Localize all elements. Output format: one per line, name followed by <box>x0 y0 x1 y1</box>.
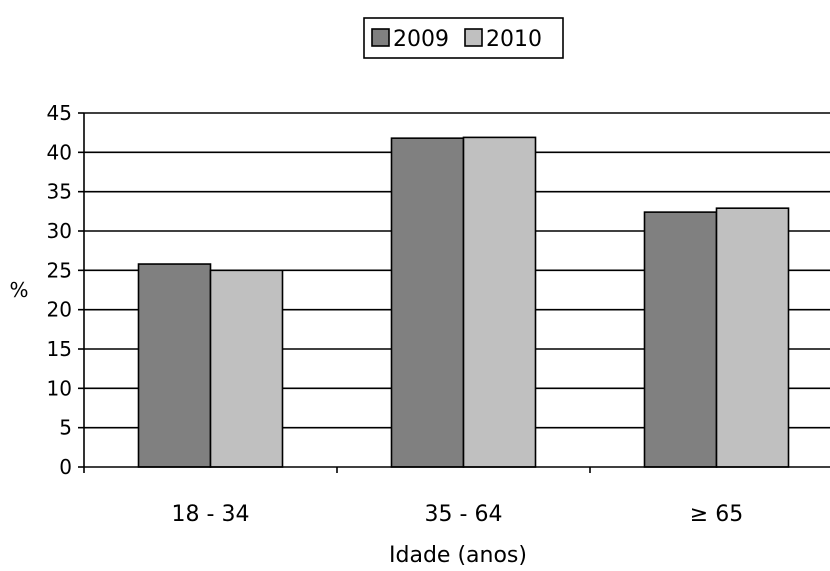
bar-2010-0 <box>209 269 284 468</box>
x-category-label: ≥ 65 <box>690 502 743 527</box>
legend-swatch-2009 <box>371 28 390 47</box>
axes <box>78 112 830 473</box>
bar-2009-1 <box>390 137 465 468</box>
legend-swatch-2010 <box>464 28 483 47</box>
x-axis-title: Idade (anos) <box>389 543 527 568</box>
bar-2010-1 <box>462 136 537 468</box>
legend-label: 2010 <box>486 27 542 52</box>
y-tick-label: 0 <box>59 455 72 479</box>
y-tick-label: 20 <box>47 298 72 322</box>
x-category-label: 35 - 64 <box>425 502 503 527</box>
x-category-label: 18 - 34 <box>172 502 250 527</box>
legend-box <box>363 17 564 59</box>
y-axis-title: % <box>9 278 28 302</box>
y-tick-label: 10 <box>47 376 72 400</box>
y-tick-label: 45 <box>47 101 72 125</box>
legend: 2009 2010 <box>363 17 564 59</box>
y-tick-label: 15 <box>47 337 72 361</box>
bars <box>137 136 790 468</box>
y-tick-label: 40 <box>47 140 72 164</box>
bar-2010-2 <box>715 207 790 468</box>
y-tick-labels: 0 5 10 15 20 25 30 35 40 45 <box>47 101 72 479</box>
y-tick-label: 35 <box>47 180 72 204</box>
bar-2009-2 <box>643 211 718 468</box>
y-tick-label: 5 <box>59 416 72 440</box>
y-tick-label: 25 <box>47 258 72 282</box>
bar-2009-0 <box>137 263 212 468</box>
x-category-labels: 18 - 34 35 - 64 ≥ 65 <box>172 502 744 527</box>
legend-label: 2009 <box>393 27 449 52</box>
y-tick-label: 30 <box>47 219 72 243</box>
